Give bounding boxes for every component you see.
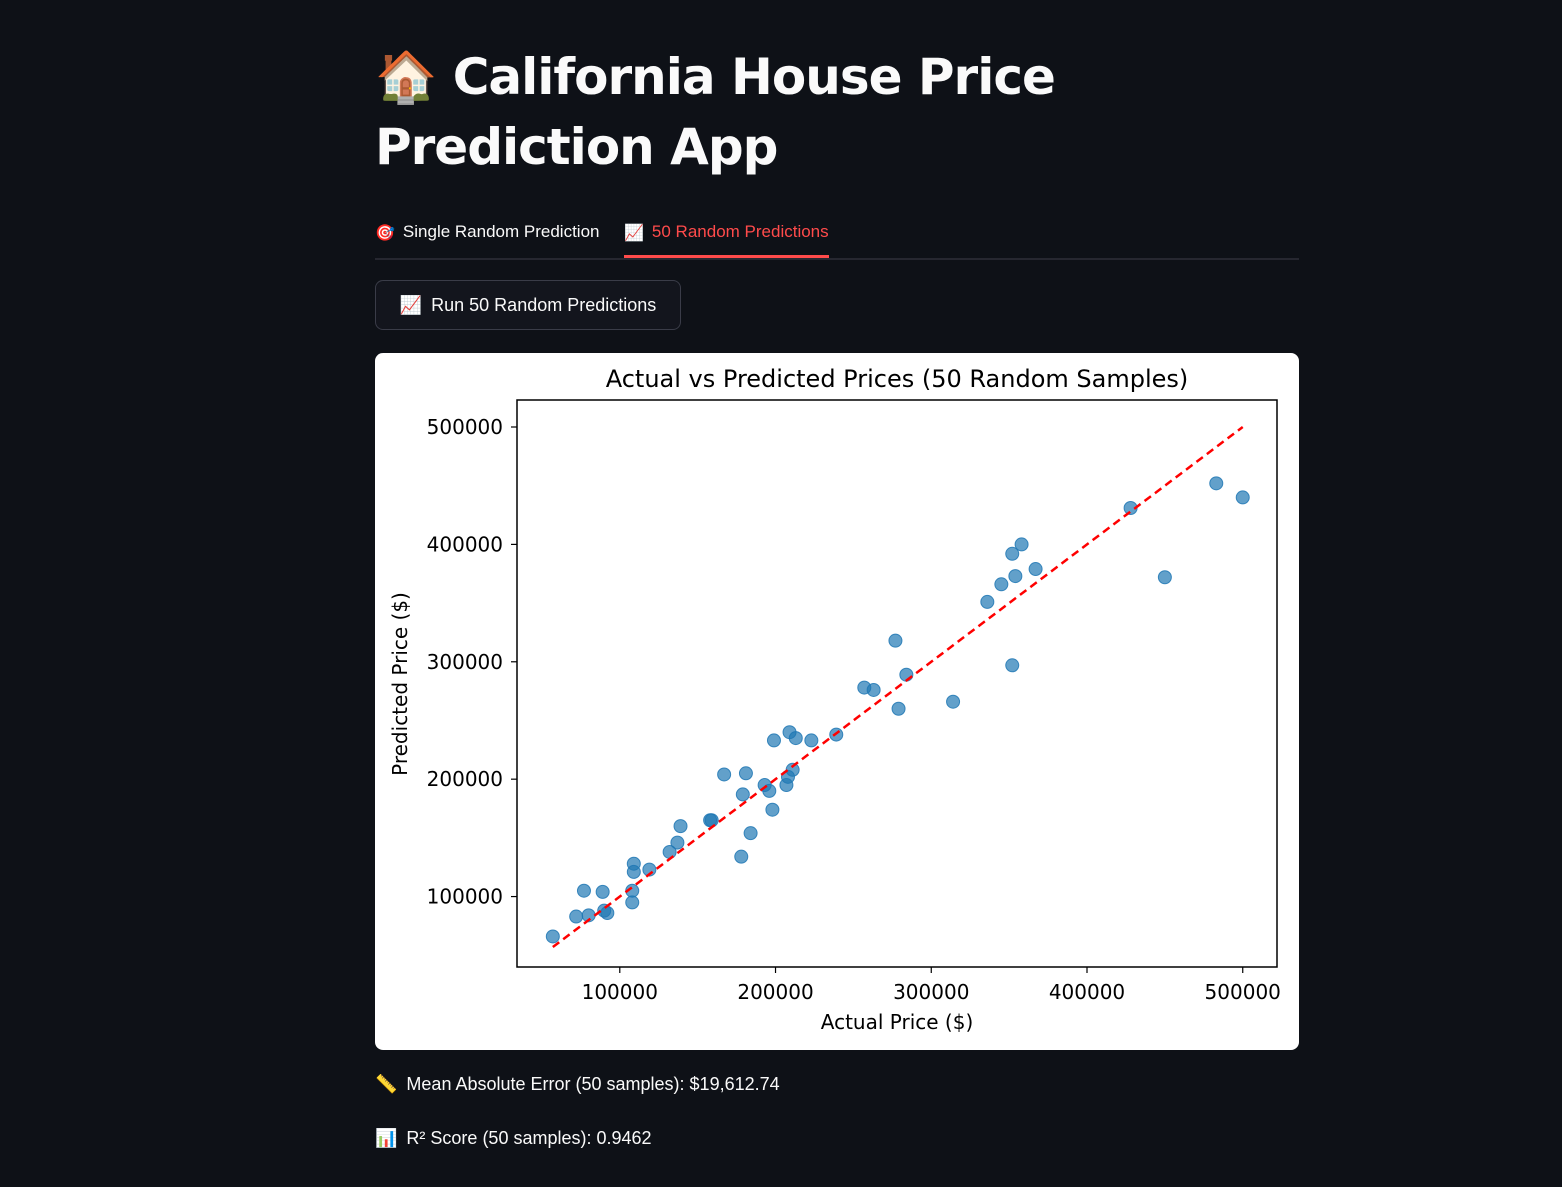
run-button-label: Run 50 Random Predictions [431, 294, 657, 315]
tab-single-random-prediction[interactable]: 🎯 Single Random Prediction [375, 208, 599, 256]
scatter-point [738, 766, 753, 781]
x-tick-label: 100000 [582, 980, 658, 1004]
scatter-point [625, 895, 640, 910]
scatter-point [545, 929, 560, 944]
scatter-point [1014, 537, 1029, 552]
tab-label: Single Random Prediction [402, 222, 600, 241]
scatter-point [980, 594, 995, 609]
page-title: 🏠 California House Price Prediction App [375, 42, 1095, 182]
scatter-point [569, 909, 584, 924]
y-tick-label: 400000 [427, 532, 503, 556]
chart-increasing-icon: 📈 [399, 294, 423, 316]
r2-value: R² Score (50 samples): 0.9462 [406, 1128, 652, 1148]
x-tick-label: 200000 [737, 980, 813, 1004]
scatter-point [1209, 476, 1224, 491]
scatter-point [946, 694, 961, 709]
scatter-point [717, 767, 732, 782]
scatter-point [1157, 570, 1172, 585]
y-tick-label: 100000 [427, 885, 503, 909]
scatter-point [704, 813, 719, 828]
y-axis: 100000 200000 300000 400000 500000 [427, 415, 517, 909]
scatter-point [1005, 546, 1020, 561]
run-50-predictions-button[interactable]: 📈 Run 50 Random Predictions [375, 280, 681, 330]
target-icon: 🎯 [375, 222, 395, 242]
page-title-text: California House Price Prediction App [375, 48, 1056, 176]
mean-absolute-error-text: 📏 Mean Absolute Error (50 samples): $19,… [375, 1074, 780, 1095]
x-tick-label: 300000 [893, 980, 969, 1004]
scatter-point [994, 577, 1009, 592]
scatter-point [1005, 658, 1020, 673]
scatter-point [765, 802, 780, 817]
scatter-point [734, 849, 749, 864]
scatter-chart: Actual vs Predicted Prices (50 Random Sa… [388, 365, 1281, 1034]
x-tick-label: 400000 [1049, 980, 1125, 1004]
scatter-point [735, 787, 750, 802]
scatter-point [891, 701, 906, 716]
scatter-point [766, 733, 781, 748]
r2-score-text: 📊 R² Score (50 samples): 0.9462 [375, 1128, 652, 1149]
scatter-point [788, 731, 803, 746]
scatter-chart-card: Actual vs Predicted Prices (50 Random Sa… [375, 353, 1299, 1050]
bar-chart-icon: 📊 [375, 1128, 398, 1149]
scatter-point [743, 826, 758, 841]
x-axis-label: Actual Price ($) [821, 1010, 974, 1034]
house-icon: 🏠 [375, 48, 437, 106]
tab-bar: 🎯 Single Random Prediction 📈 50 Random P… [375, 208, 1299, 260]
tab-label: 50 Random Predictions [651, 222, 829, 241]
scatter-point [576, 883, 591, 898]
scatter-point [1235, 490, 1250, 505]
scatter-point [670, 835, 685, 850]
mae-value: Mean Absolute Error (50 samples): $19,61… [406, 1074, 780, 1094]
ruler-icon: 📏 [375, 1074, 398, 1095]
plot-area-frame [516, 399, 1278, 968]
scatter-point [1028, 562, 1043, 577]
scatter-point [595, 884, 610, 899]
scatter-point [626, 864, 641, 879]
tab-50-random-predictions[interactable]: 📈 50 Random Predictions [624, 208, 829, 258]
y-tick-label: 200000 [427, 767, 503, 791]
scatter-point [673, 819, 688, 834]
y-tick-label: 300000 [427, 650, 503, 674]
y-tick-label: 500000 [427, 415, 503, 439]
scatter-point [1008, 569, 1023, 584]
scatter-point [600, 906, 615, 920]
scatter-point [888, 633, 903, 648]
scatter-point [804, 733, 819, 748]
chart-increasing-icon: 📈 [624, 222, 644, 242]
chart-title: Actual vs Predicted Prices (50 Random Sa… [606, 365, 1189, 393]
reference-line [552, 426, 1244, 949]
y-axis-label: Predicted Price ($) [388, 592, 412, 776]
x-tick-label: 500000 [1205, 980, 1281, 1004]
x-axis: 100000 200000 300000 400000 500000 [582, 967, 1281, 1004]
scatter-point [866, 682, 881, 697]
